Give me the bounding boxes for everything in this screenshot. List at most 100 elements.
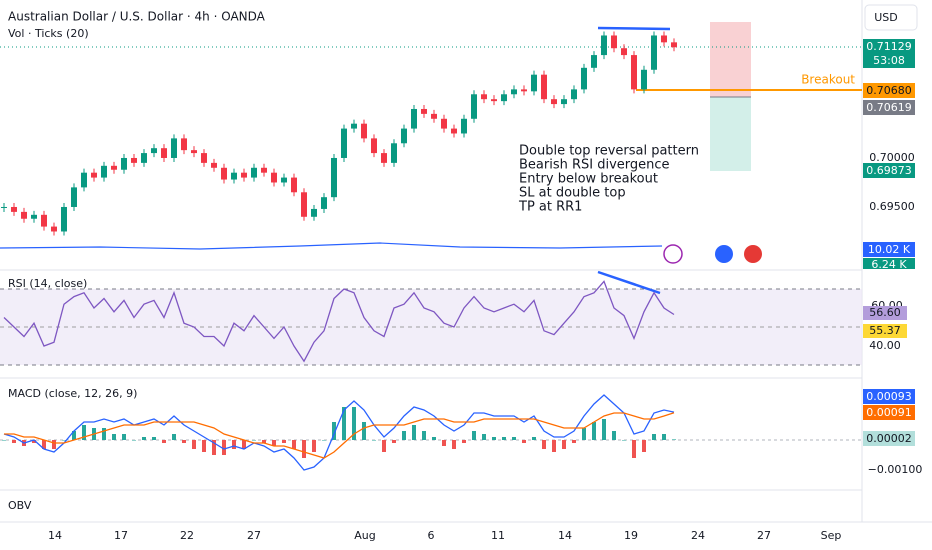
histogram-bar [592, 422, 596, 440]
histogram-bar [422, 431, 426, 440]
time-label: 22 [180, 529, 194, 542]
candle [461, 118, 467, 134]
flag-us[interactable] [744, 245, 762, 263]
histogram-bar [192, 440, 196, 449]
histogram-bar [142, 437, 146, 440]
candle [611, 35, 617, 49]
candle [91, 172, 97, 178]
histogram-bar [452, 440, 456, 449]
candle [191, 150, 197, 154]
histogram-bar [662, 434, 666, 440]
badge-bg [863, 389, 915, 404]
histogram-bar [352, 407, 356, 440]
histogram-bar [642, 440, 646, 452]
candle [231, 172, 237, 180]
candle [341, 128, 347, 158]
histogram-bar [502, 437, 506, 440]
candle [501, 94, 507, 102]
histogram-bar [362, 422, 366, 440]
last-price: 0.71129 [866, 40, 912, 53]
candle [221, 167, 227, 180]
candle [21, 211, 27, 219]
candle [331, 157, 337, 198]
histogram-bar [622, 440, 626, 441]
histogram-bar [432, 437, 436, 440]
candle [471, 94, 477, 119]
histogram-bar [562, 440, 566, 449]
histogram-bar [612, 431, 616, 440]
currency-button[interactable] [864, 4, 918, 31]
currency[interactable]: USD [874, 11, 898, 24]
candle [591, 55, 597, 68]
candle [251, 167, 257, 178]
candle [131, 157, 137, 163]
histogram-bar [332, 422, 336, 440]
obv-label: OBV [8, 499, 32, 512]
badge-bg [863, 431, 915, 446]
candle [161, 148, 167, 158]
histogram-bar [182, 440, 186, 443]
macd-label: MACD (close, 12, 26, 9) [8, 387, 137, 400]
time-label: 14 [558, 529, 572, 542]
time-label: 24 [691, 529, 705, 542]
candle [581, 67, 587, 90]
event-icon[interactable] [663, 244, 683, 264]
volume-label: Vol · Ticks (20) [8, 27, 89, 40]
note: TP at RR1 [518, 200, 582, 215]
note: Double top reversal pattern [519, 144, 699, 159]
histogram-bar [442, 440, 446, 446]
candle [11, 206, 17, 212]
candle [71, 187, 77, 207]
candle [361, 123, 367, 139]
candle [101, 165, 107, 178]
badge-bg [863, 405, 915, 420]
histogram-value: 0.00002 [866, 432, 912, 445]
target-zone [710, 97, 751, 171]
macd-line [3, 394, 675, 471]
time-label: Sep [821, 529, 842, 542]
candle [631, 55, 637, 90]
candle [571, 89, 577, 100]
histogram-bar [552, 440, 556, 452]
badge-bg [863, 39, 915, 54]
histogram-bar [542, 440, 546, 449]
badge-bg [863, 258, 915, 269]
histogram-bar [242, 440, 246, 449]
flag-au[interactable] [715, 245, 733, 263]
signal-value: 0.00091 [866, 406, 912, 419]
candle [151, 148, 157, 154]
histogram-bar [72, 431, 76, 440]
volume-badge: 6.24 K [871, 258, 907, 271]
badge-bg [863, 83, 915, 98]
candle [1, 206, 7, 208]
target-price: 0.69873 [866, 164, 912, 177]
candle [671, 42, 677, 48]
histogram-bar [382, 440, 386, 452]
candle [31, 214, 37, 219]
histogram-bar [412, 425, 416, 440]
rsi-label: RSI (14, close) [8, 277, 87, 290]
candle [301, 192, 307, 217]
candle [421, 108, 427, 114]
histogram-bar [602, 419, 606, 440]
time-label: 11 [491, 529, 505, 542]
histogram-bar [582, 428, 586, 440]
histogram-bar [102, 428, 106, 440]
candle [121, 157, 127, 170]
badge-bg [863, 242, 915, 257]
volume-badge: 10.02 K [868, 243, 911, 256]
marks [1, 31, 677, 471]
candle [381, 153, 387, 163]
low-price: 0.70619 [866, 101, 912, 114]
time-label: 27 [247, 529, 261, 542]
candle [641, 69, 647, 90]
histogram-bar [262, 440, 266, 443]
candle [541, 74, 547, 100]
histogram-bar [342, 407, 346, 440]
histogram-bar [632, 440, 636, 458]
candle [201, 153, 207, 163]
candle [271, 172, 277, 183]
candle [431, 113, 437, 119]
candle [351, 123, 357, 129]
